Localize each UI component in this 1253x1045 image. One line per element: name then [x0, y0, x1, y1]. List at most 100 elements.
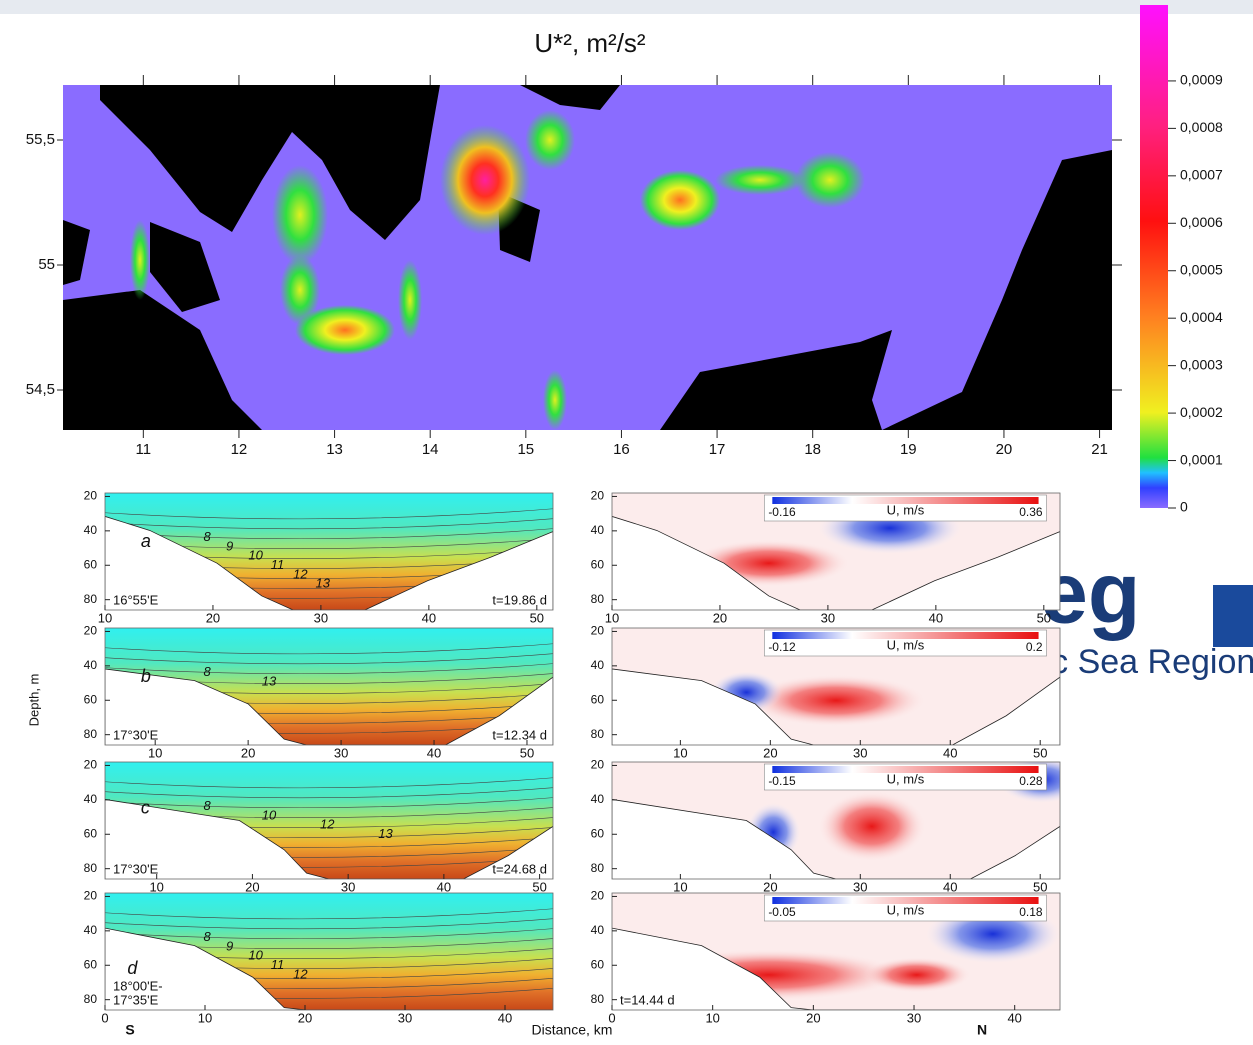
isotherm-label: 12 [293, 966, 308, 981]
temperature-panel [105, 893, 553, 1012]
x-tick-label: 10 [605, 610, 619, 625]
y-tick-label: 60 [591, 692, 605, 706]
x-tick-label: 50 [532, 879, 546, 894]
y-tick-label: 20 [84, 758, 98, 772]
isotherm-label: 11 [271, 957, 285, 972]
x-tick-label: 40 [422, 610, 436, 625]
isotherm-label: 8 [204, 798, 212, 813]
y-tick-label: 54,5 [26, 381, 55, 398]
u-max-label: 0.2 [1026, 640, 1043, 654]
x-tick-label: 0 [608, 1010, 615, 1025]
isotherm-label: 12 [320, 817, 335, 832]
map-field [63, 85, 1112, 430]
isotherm-label: 10 [248, 548, 263, 563]
y-tick-label: 80 [84, 727, 98, 741]
panel-time: t=19.86 d [492, 592, 547, 607]
x-tick-label: 14 [422, 441, 439, 458]
y-tick-label: 40 [84, 658, 98, 672]
isotherm-label: 10 [248, 948, 263, 963]
isotherm-label: 13 [316, 576, 331, 591]
colorbar-tick-label: 0,0001 [1180, 451, 1223, 467]
y-tick-label: 55 [38, 256, 55, 273]
colorbar-tick-label: 0,0005 [1180, 261, 1223, 277]
u-min-label: -0.15 [768, 774, 796, 788]
y-tick-label: 40 [591, 523, 605, 537]
isotherm-label: 10 [262, 807, 277, 822]
x-tick-label: 20 [245, 879, 259, 894]
y-tick-label: 40 [84, 792, 98, 806]
temperature-panel [105, 628, 553, 747]
u-label: U, m/s [887, 637, 925, 652]
y-tick-label: 20 [591, 624, 605, 638]
x-tick-label: 20 [806, 1010, 820, 1025]
x-tick-label: 20 [763, 745, 777, 760]
isotherm-label: 11 [271, 557, 285, 572]
x-tick-label: 30 [341, 879, 355, 894]
y-tick-label: 40 [591, 923, 605, 937]
y-tick-label: 40 [591, 792, 605, 806]
colorbar [1140, 5, 1168, 508]
colorbar-tick-label: 0 [1180, 499, 1188, 515]
velocity-core [818, 791, 926, 861]
y-tick-label: 80 [591, 992, 605, 1006]
x-tick-label: 10 [149, 879, 163, 894]
y-tick-label: 55,5 [26, 131, 55, 148]
y-tick-label: 20 [84, 624, 98, 638]
x-tick-label: 12 [231, 441, 248, 458]
u-max-label: 0.28 [1019, 774, 1043, 788]
x-tick-label: 10 [98, 610, 112, 625]
x-tick-label: 20 [206, 610, 220, 625]
x-tick-label: 0 [101, 1010, 108, 1025]
y-tick-label: 60 [84, 557, 98, 571]
slide-band [0, 0, 1253, 14]
x-tick-label: 30 [853, 879, 867, 894]
y-tick-label: 60 [84, 826, 98, 840]
colorbar-tick-label: 0,0007 [1180, 167, 1223, 183]
x-tick-label: 40 [929, 610, 943, 625]
y-tick-label: 80 [591, 592, 605, 606]
y-tick-label: 60 [84, 692, 98, 706]
isotherm-label: 9 [226, 938, 233, 953]
panel-letter: c [141, 798, 150, 818]
colorbar-tick-label: 0,0002 [1180, 404, 1223, 420]
y-tick-label: 40 [84, 523, 98, 537]
panel-location: 17°35'E [113, 992, 159, 1007]
isotherm-label: 13 [378, 826, 393, 841]
isotherm-label: 8 [204, 929, 212, 944]
x-tick-label: 40 [427, 745, 441, 760]
x-tick-label: 30 [821, 610, 835, 625]
x-tick-label: 40 [1007, 1010, 1021, 1025]
u-label: U, m/s [887, 502, 925, 517]
x-tick-label: 16 [613, 441, 630, 458]
x-tick-label: 20 [241, 745, 255, 760]
x-tick-label: 10 [673, 879, 687, 894]
u-min-label: -0.16 [768, 505, 796, 519]
x-tick-label: 50 [1037, 610, 1051, 625]
x-tick-label: 10 [705, 1010, 719, 1025]
x-tick-label: 50 [530, 610, 544, 625]
isotherm-label: 12 [293, 566, 308, 581]
isotherm-label: 8 [204, 664, 212, 679]
u-label: U, m/s [887, 902, 925, 917]
x-tick-label: 50 [520, 745, 534, 760]
slide: eg Baltic Sea Region U*², m²/s² Depth, m… [0, 0, 1253, 1045]
x-tick-label: 19 [900, 441, 917, 458]
panel-letter: d [127, 958, 138, 978]
isotherm-label: 8 [204, 529, 212, 544]
y-tick-label: 80 [591, 727, 605, 741]
x-tick-label: 13 [326, 441, 343, 458]
panel-location: 16°55'E [113, 592, 159, 607]
x-tick-label: 30 [314, 610, 328, 625]
y-tick-label: 60 [84, 957, 98, 971]
panel-location: 17°30'E [113, 861, 159, 876]
colorbar-tick-label: 0,0008 [1180, 119, 1223, 135]
y-tick-label: 60 [591, 826, 605, 840]
y-tick-label: 20 [591, 758, 605, 772]
x-tick-label: 20 [996, 441, 1013, 458]
x-tick-label: 15 [517, 441, 534, 458]
panel-time: t=12.34 d [492, 727, 547, 742]
x-tick-label: 40 [498, 1010, 512, 1025]
x-tick-label: 21 [1091, 441, 1108, 458]
x-tick-label: 18 [804, 441, 821, 458]
x-tick-label: 20 [298, 1010, 312, 1025]
